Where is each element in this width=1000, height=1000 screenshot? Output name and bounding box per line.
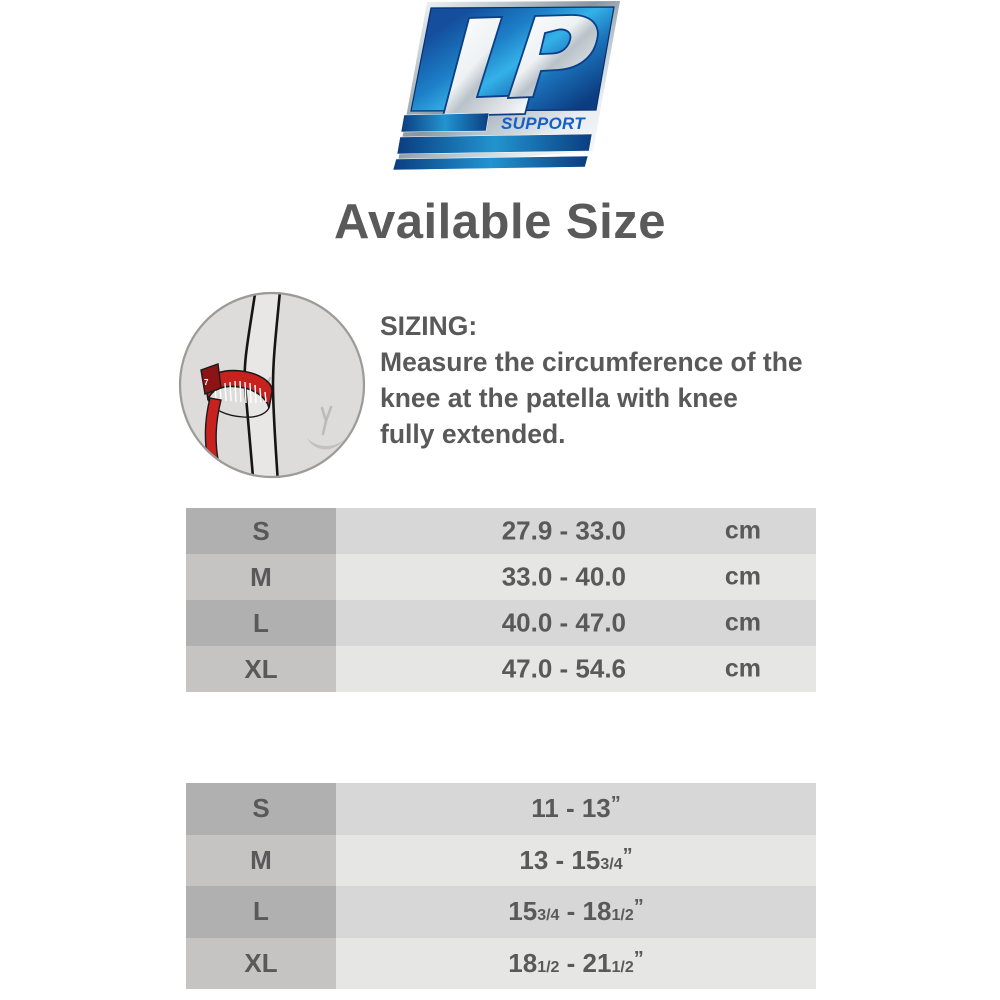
svg-text:SUPPORT: SUPPORT: [501, 114, 586, 133]
svg-text:7: 7: [204, 378, 209, 387]
